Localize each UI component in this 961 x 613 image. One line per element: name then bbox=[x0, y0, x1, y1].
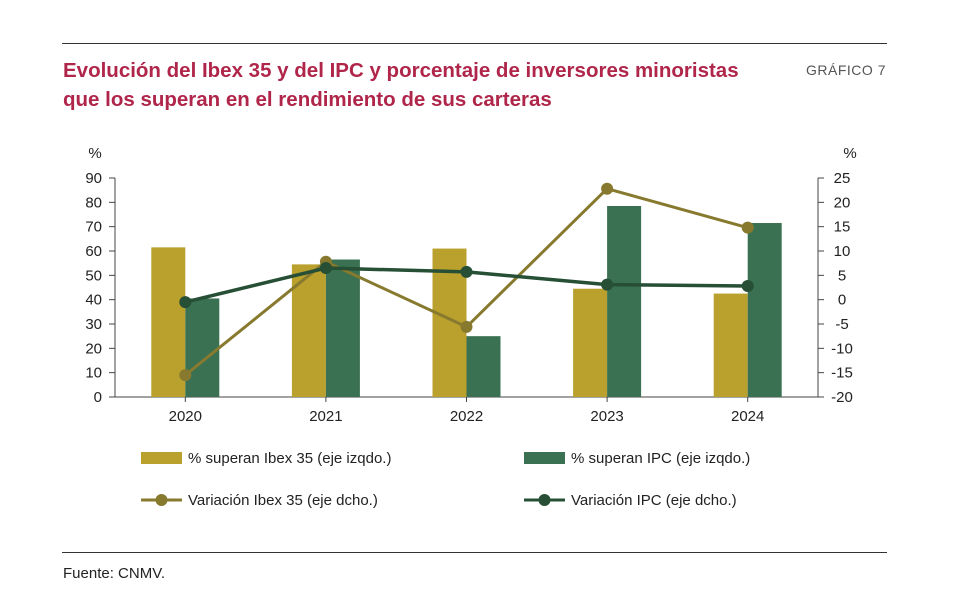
bar-superan-ipc bbox=[466, 336, 501, 397]
legend-label-superan-ipc: % superan IPC (eje izqdo.) bbox=[571, 450, 750, 467]
chart-title-line-1: Evolución del Ibex 35 y del IPC y porcen… bbox=[63, 59, 739, 82]
right-tick-label: 20 bbox=[834, 194, 851, 211]
bar-superan-ibex bbox=[713, 293, 748, 397]
right-tick-label: 15 bbox=[834, 219, 851, 236]
variacion-ibex-point bbox=[601, 182, 614, 195]
bar-superan-ibex bbox=[151, 247, 186, 397]
x-tick-label: 2021 bbox=[309, 408, 342, 425]
left-tick-label: 10 bbox=[85, 365, 102, 382]
legend-swatch-superan-ipc bbox=[524, 452, 565, 464]
right-axis-unit: % bbox=[843, 145, 856, 162]
bar-superan-ibex bbox=[573, 288, 608, 397]
bar-superan-ipc bbox=[747, 223, 782, 397]
legend-swatch-superan-ibex bbox=[141, 452, 182, 464]
left-tick-label: 80 bbox=[85, 194, 102, 211]
right-tick-label: -20 bbox=[831, 389, 853, 406]
variacion-ipc-point bbox=[319, 262, 332, 275]
variacion-ibex-point bbox=[179, 369, 192, 382]
legend-label-variacion-ipc: Variación IPC (eje dcho.) bbox=[571, 492, 737, 509]
variacion-ipc-point bbox=[601, 278, 614, 291]
bar-superan-ipc bbox=[185, 298, 220, 397]
axes: 0 10 20 30 40 50 60 70 80 90 -20 -15 -10 -5 0 5 10 15 20 25… bbox=[85, 145, 856, 425]
chart-title-line-2: que los superan en el rendimiento de sus… bbox=[63, 88, 552, 111]
bottom-rule bbox=[62, 552, 887, 553]
bar-superan-ibex bbox=[291, 264, 326, 397]
left-tick-label: 30 bbox=[85, 316, 102, 333]
legend-label-variacion-ibex: Variación Ibex 35 (eje dcho.) bbox=[188, 492, 378, 509]
variacion-ibex-point bbox=[460, 320, 473, 333]
variacion-ipc-point bbox=[179, 296, 192, 309]
left-tick-label: 40 bbox=[85, 292, 102, 309]
lines bbox=[179, 182, 754, 382]
x-tick-label: 2023 bbox=[590, 408, 623, 425]
variacion-ipc-point bbox=[741, 280, 754, 293]
left-tick-label: 70 bbox=[85, 219, 102, 236]
left-tick-label: 0 bbox=[94, 389, 102, 406]
chart-title: Evolución del Ibex 35 y del IPC y porcen… bbox=[63, 56, 763, 114]
right-tick-label: 0 bbox=[838, 292, 846, 309]
bar-superan-ipc bbox=[325, 259, 360, 397]
right-tick-label: -15 bbox=[831, 365, 853, 382]
left-axis-unit: % bbox=[88, 145, 101, 162]
right-tick-label: -10 bbox=[831, 340, 853, 357]
legend-marker-variacion-ibex bbox=[155, 494, 168, 506]
legend: % superan Ibex 35 (eje izqdo.) % superan … bbox=[141, 450, 750, 509]
legend-marker-variacion-ipc bbox=[538, 494, 551, 506]
bars bbox=[151, 205, 782, 397]
legend-label-superan-ibex: % superan Ibex 35 (eje izqdo.) bbox=[188, 450, 391, 467]
left-tick-label: 90 bbox=[85, 170, 102, 187]
x-tick-label: 2024 bbox=[731, 408, 764, 425]
right-tick-label: 25 bbox=[834, 170, 851, 187]
left-tick-label: 20 bbox=[85, 340, 102, 357]
bar-superan-ipc bbox=[607, 205, 642, 397]
variacion-ipc-point bbox=[460, 265, 473, 278]
left-tick-label: 50 bbox=[85, 267, 102, 284]
right-tick-label: 5 bbox=[838, 267, 846, 284]
source-note: Fuente: CNMV. bbox=[63, 565, 165, 582]
x-tick-label: 2022 bbox=[450, 408, 483, 425]
chart-number: GRÁFICO 7 bbox=[806, 62, 886, 78]
top-rule bbox=[62, 43, 887, 44]
right-tick-label: -5 bbox=[835, 316, 848, 333]
x-tick-label: 2020 bbox=[169, 408, 202, 425]
left-tick-label: 60 bbox=[85, 243, 102, 260]
right-tick-label: 10 bbox=[834, 243, 851, 260]
variacion-ibex-point bbox=[741, 221, 754, 234]
combo-chart: 0 10 20 30 40 50 60 70 80 90 -20 -15 -10 -5 0 5 10 15 20 25… bbox=[85, 145, 856, 509]
